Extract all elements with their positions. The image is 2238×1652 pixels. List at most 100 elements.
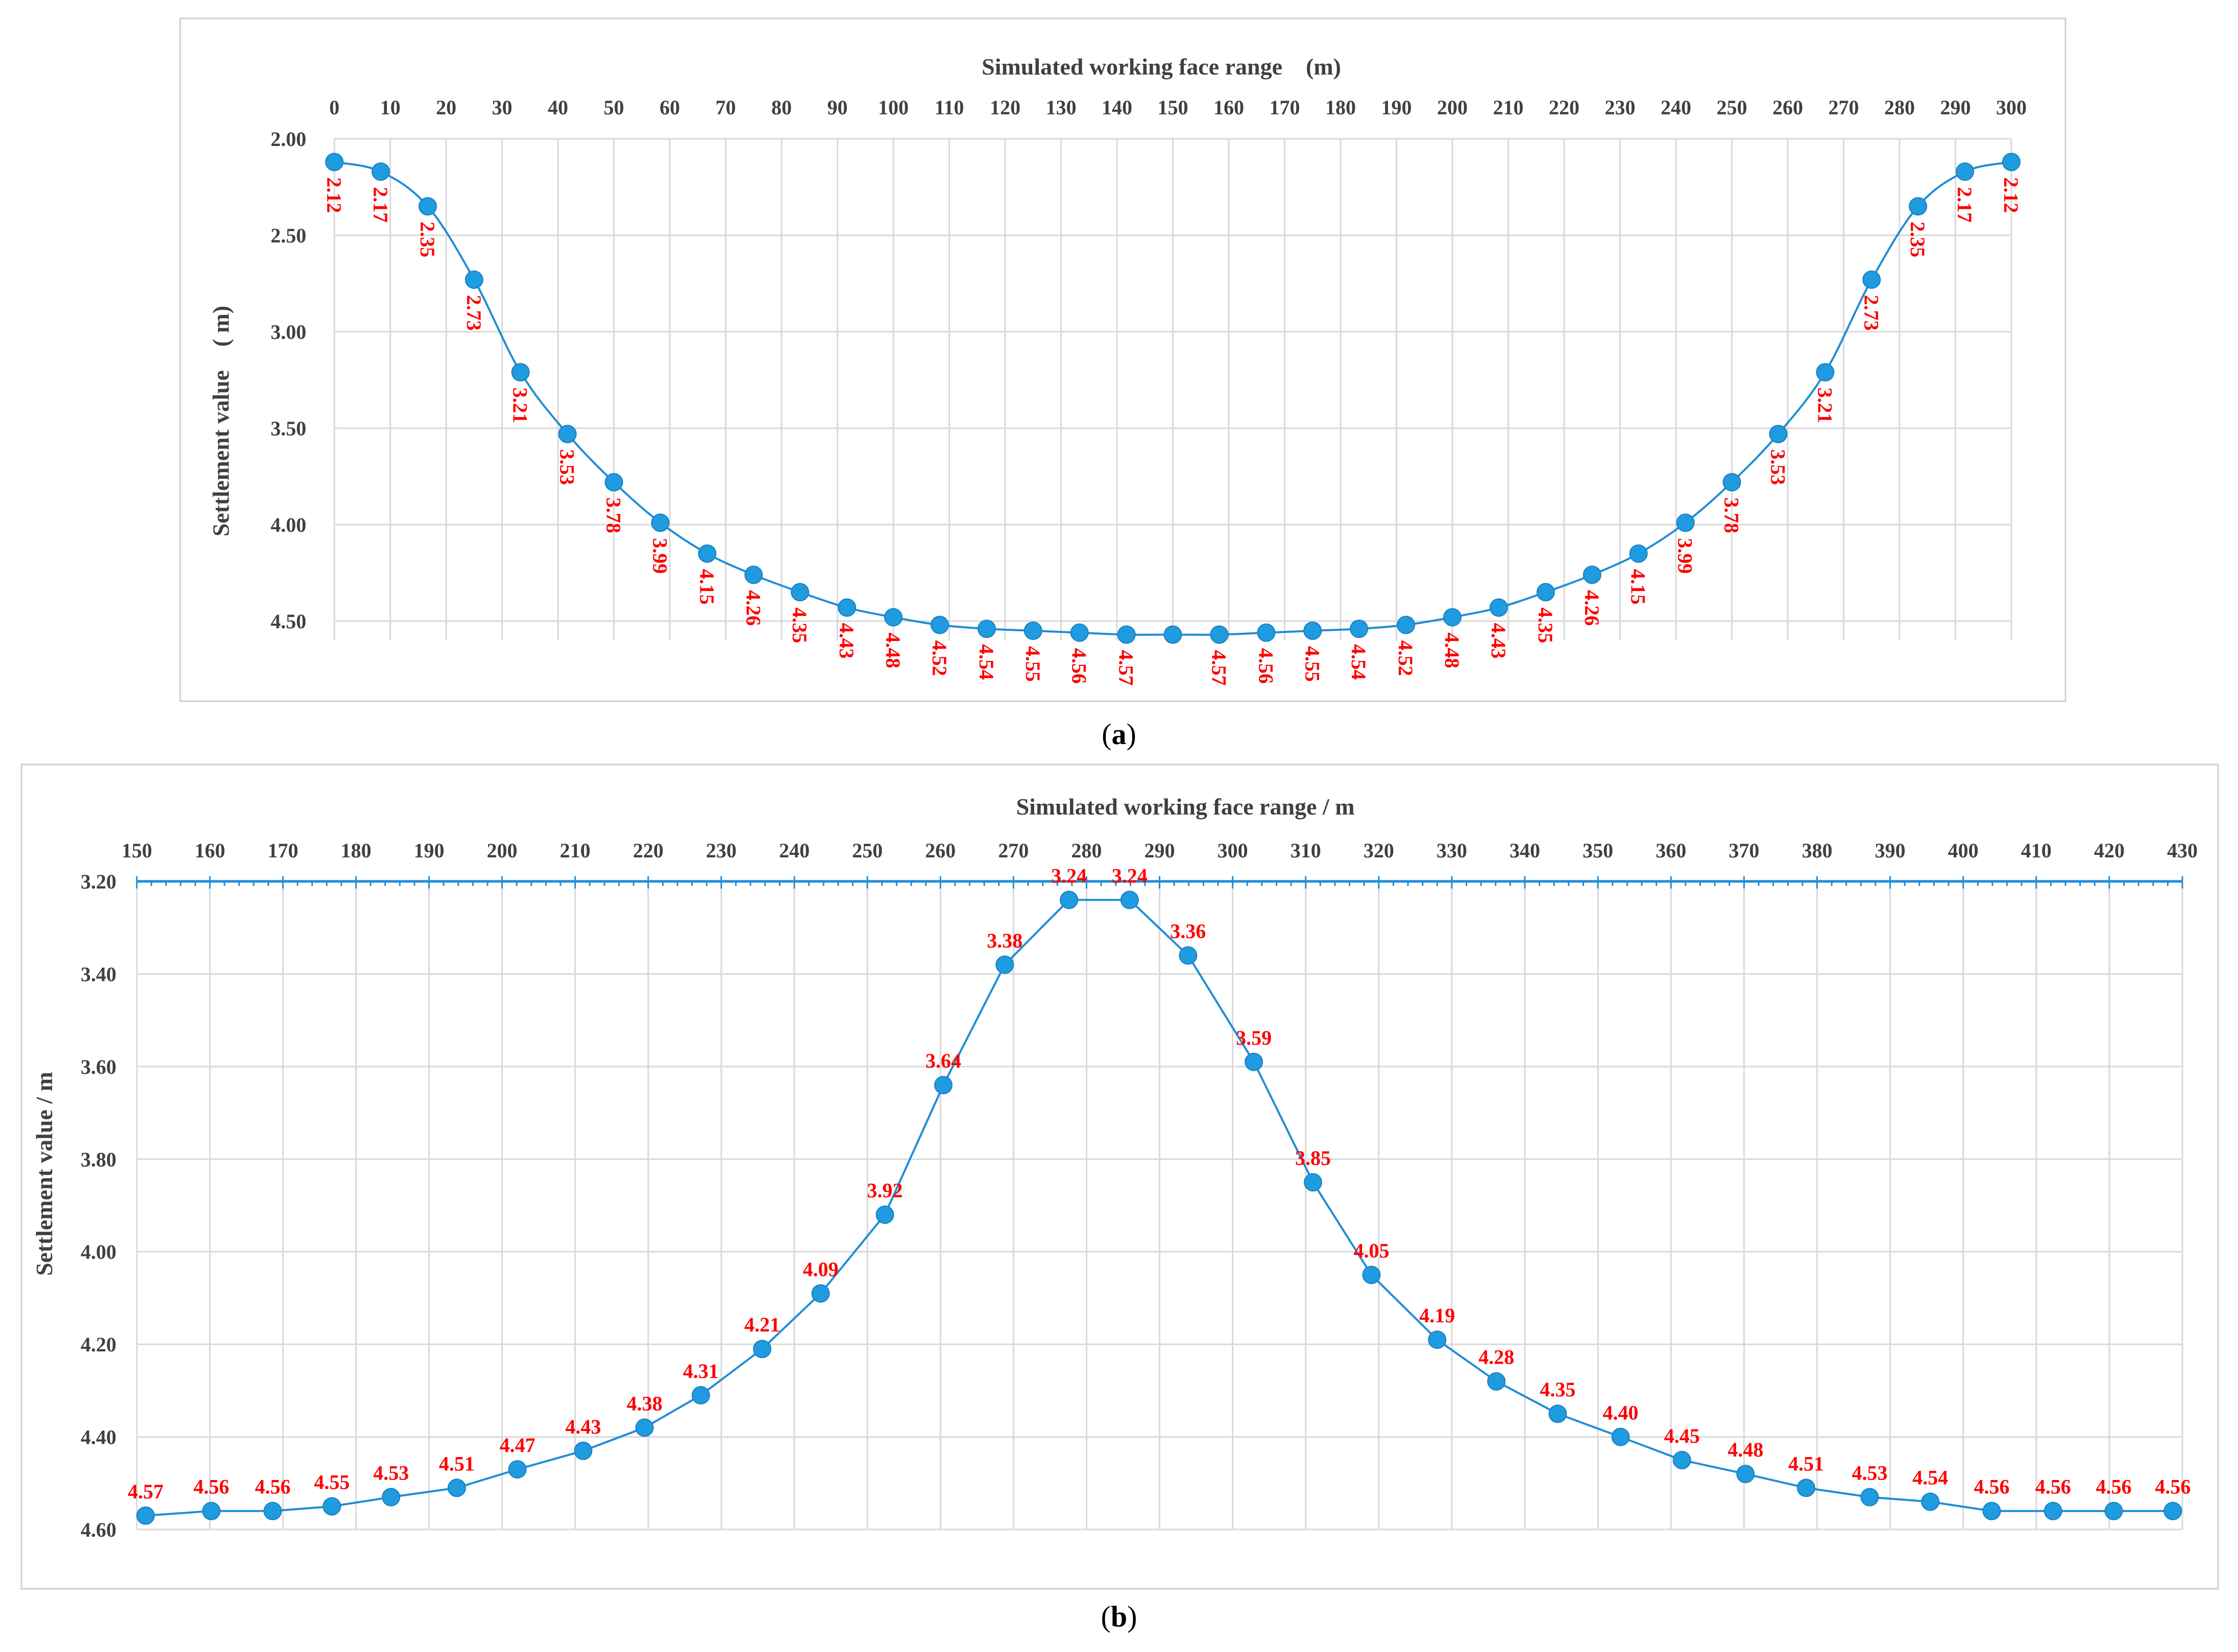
chart-a-point-3: [465, 270, 483, 289]
chart-b-y-ticks: 3.20 3.40 3.60 3.80 4.00 4.20 4.40 4.60: [81, 870, 116, 1541]
chart-b-data-label-11: 4.09: [803, 1258, 839, 1280]
chart-a-points: [325, 153, 2021, 644]
chart-a-data-label-5: 3.53: [556, 449, 579, 485]
chart-a-point-2: [418, 197, 437, 216]
chart-b-x-axis-title: Simulated working face range / m: [1016, 794, 1354, 820]
chart-a-data-label-24: 4.43: [1487, 623, 1510, 659]
chart-b-data-label-20: 4.05: [1354, 1239, 1390, 1262]
chart-a-data-label-26: 4.26: [1580, 590, 1603, 626]
chart-a-point-8: [698, 544, 717, 563]
chart-a-x-tick-270: 270: [1829, 96, 1859, 119]
chart-a-data-label-22: 4.52: [1394, 640, 1417, 676]
chart-a-point-6: [604, 473, 623, 491]
chart-a-data-label-2: 2.35: [416, 221, 439, 257]
chart-b-y-axis-title: Settlement value / m: [31, 1072, 57, 1276]
chart-b-top-axis: [136, 876, 2183, 889]
chart-a-data-label-13: 4.52: [928, 640, 951, 676]
chart-a-data-label-25: 4.35: [1534, 607, 1557, 643]
chart-a-x-tick-290: 290: [1940, 96, 1971, 119]
chart-b-x-tick-430: 430: [2167, 839, 2198, 862]
chart-b-point-23: [1548, 1404, 1567, 1423]
chart-a-x-tick-0: 0: [329, 96, 339, 119]
chart-b-data-label-29: 4.54: [1912, 1466, 1948, 1489]
chart-a-data-label-28: 3.99: [1674, 538, 1697, 574]
chart-b-point-21: [1428, 1330, 1447, 1349]
chart-b-point-20: [1362, 1266, 1381, 1285]
chart-b-data-label-14: 3.38: [987, 929, 1023, 952]
chart-b-point-28: [1860, 1488, 1879, 1507]
chart-a-data-label-14: 4.54: [975, 644, 998, 680]
chart-b-x-tick-230: 230: [706, 839, 737, 862]
chart-a-data-label-35: 2.12: [2000, 177, 2023, 213]
chart-a-x-tick-260: 260: [1772, 96, 1803, 119]
chart-b-point-30: [1982, 1501, 2001, 1520]
chart-b-data-label-21: 4.19: [1419, 1304, 1455, 1327]
chart-b-x-tick-370: 370: [1729, 839, 1759, 862]
chart-b-data-labels: 4.57 4.56 4.56 4.55 4.53 4.51 4.47 4.43 4.38 4.31…: [128, 864, 2191, 1503]
chart-b-x-tick-240: 240: [779, 839, 810, 862]
chart-b-data-label-15: 3.24: [1051, 864, 1087, 887]
chart-b-x-tick-420: 420: [2094, 839, 2125, 862]
chart-a-point-27: [1583, 565, 1601, 584]
chart-a-point-16: [1070, 623, 1089, 642]
chart-a-data-label-33: 2.35: [1906, 221, 1929, 257]
chart-a-data-label-8: 4.15: [695, 569, 718, 605]
chart-a-data-label-31: 3.21: [1813, 387, 1836, 423]
chart-b-data-label-23: 4.35: [1540, 1378, 1575, 1401]
chart-a-data-label-16: 4.56: [1068, 648, 1091, 684]
chart-a-x-tick-70: 70: [716, 96, 736, 119]
chart-b-data-label-30: 4.56: [1974, 1475, 2010, 1498]
chart-a-y-tick-3.00: 3.00: [271, 320, 306, 343]
chart-b-x-tick-300: 300: [1218, 839, 1248, 862]
chart-b-x-tick-280: 280: [1071, 839, 1102, 862]
chart-b-y-tick-4.00: 4.00: [81, 1241, 116, 1264]
chart-b-point-15: [1060, 891, 1079, 909]
chart-a-data-label-17: 4.57: [1115, 650, 1138, 686]
chart-a-x-tick-120: 120: [990, 96, 1020, 119]
chart-b-point-19: [1304, 1173, 1323, 1192]
chart-b-data-label-7: 4.43: [565, 1415, 601, 1438]
chart-b-point-26: [1736, 1465, 1755, 1484]
chart-b-y-tick-3.40: 3.40: [81, 963, 116, 985]
chart-a-x-tick-80: 80: [771, 96, 792, 119]
chart-b-point-27: [1796, 1478, 1815, 1497]
chart-b-point-18: [1245, 1052, 1263, 1071]
chart-b-x-tick-270: 270: [998, 839, 1029, 862]
chart-b-data-label-1: 4.56: [193, 1475, 229, 1498]
chart-a-x-tick-40: 40: [548, 96, 568, 119]
chart-b-data-label-28: 4.53: [1852, 1462, 1888, 1485]
chart-b-point-29: [1921, 1492, 1940, 1511]
chart-a-data-label-29: 3.78: [1720, 498, 1743, 533]
chart-b-data-label-2: 4.56: [255, 1475, 290, 1498]
chart-b-point-11: [811, 1284, 830, 1303]
chart-a-data-label-19: 4.56: [1254, 648, 1277, 684]
chart-b-point-1: [202, 1501, 221, 1520]
chart-b-point-33: [2163, 1501, 2182, 1520]
chart-b-point-31: [2044, 1501, 2062, 1520]
chart-a-data-label-27: 4.15: [1627, 569, 1650, 605]
chart-a-point-36: [2002, 153, 2021, 171]
chart-a-point-25: [1489, 598, 1508, 617]
chart-a-data-label-12: 4.48: [882, 632, 905, 668]
chart-a-x-tick-140: 140: [1102, 96, 1132, 119]
chart-a-data-labels: 2.12 2.17 2.35 2.73 3.21 3.53 3.78 3.99 4.15 4.26…: [323, 177, 2023, 685]
chart-a-x-tick-20: 20: [436, 96, 456, 119]
chart-b-x-tick-200: 200: [487, 839, 518, 862]
chart-b-point-9: [691, 1386, 710, 1404]
chart-b-data-label-24: 4.40: [1603, 1401, 1639, 1424]
chart-a-point-30: [1722, 473, 1741, 491]
chart-a-data-label-3: 2.73: [463, 295, 485, 331]
chart-a-point-21: [1303, 621, 1322, 640]
chart-b-point-5: [447, 1478, 466, 1497]
chart-b-data-label-17: 3.36: [1170, 920, 1206, 943]
chart-a: 0 10 20 30 40 50 60 70 80 90 100 110 120 130 140 150 160…: [179, 17, 2066, 702]
chart-b-point-0: [136, 1506, 155, 1525]
chart-b-y-tick-4.40: 4.40: [81, 1426, 116, 1449]
chart-a-y-tick-2.50: 2.50: [271, 224, 306, 247]
chart-a-x-tick-110: 110: [935, 96, 964, 119]
chart-a-y-tick-4.00: 4.00: [271, 513, 306, 536]
chart-b-data-label-8: 4.38: [627, 1392, 663, 1415]
chart-a-frame: [179, 17, 2066, 702]
chart-b-x-tick-380: 380: [1802, 839, 1832, 862]
chart-a-x-tick-10: 10: [380, 96, 401, 119]
